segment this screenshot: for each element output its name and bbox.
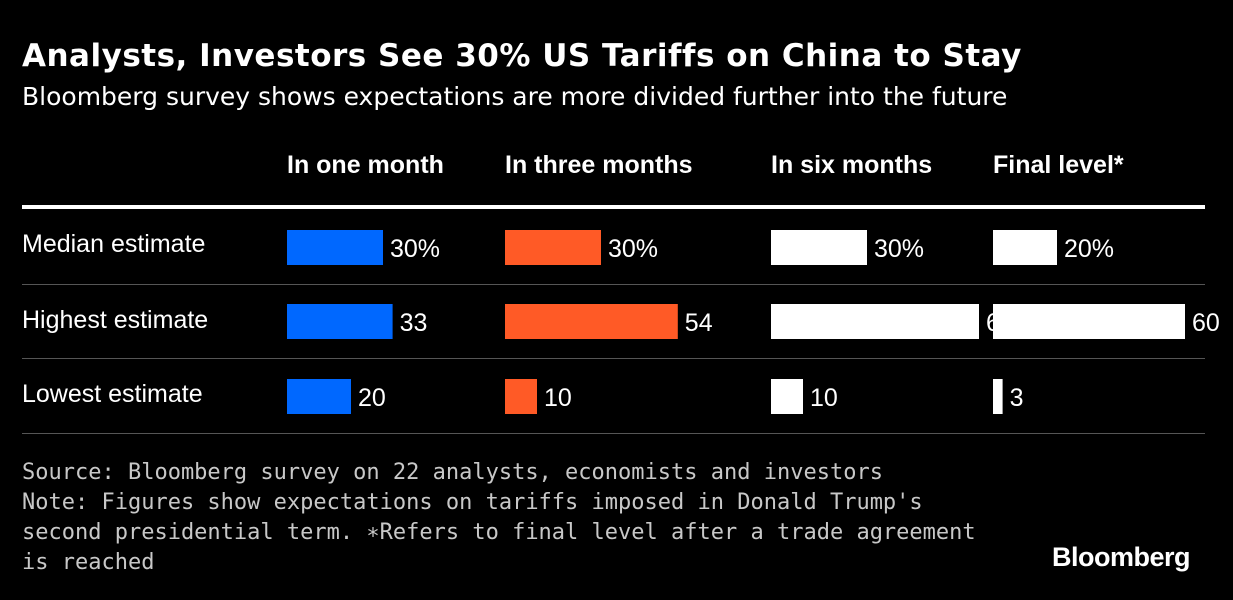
value-label-in-one-month-highest-estimate: 33 [400,309,428,337]
value-label-in-six-months-lowest-estimate: 10 [810,384,838,412]
note-line-2: second presidential term. ∗Refers to fin… [22,520,976,545]
column-header-in-one-month: In one month [287,151,444,179]
bar-in-three-months-highest-estimate [505,304,678,339]
bar-in-one-month-lowest-estimate [287,379,351,414]
column-header-in-six-months: In six months [771,151,932,179]
value-label-in-one-month-lowest-estimate: 20 [358,384,386,412]
value-label-final-level-highest-estimate: 60 [1192,309,1220,337]
bar-in-six-months-median-estimate [771,230,867,265]
footer-notes: Source: Bloomberg survey on 22 analysts,… [22,458,976,578]
bar-in-one-month-median-estimate [287,230,383,265]
bloomberg-logo: Bloomberg [1052,542,1191,572]
value-label-in-one-month-median-estimate: 30% [390,235,440,263]
row-separator-1 [22,284,1205,285]
source-note: Source: Bloomberg survey on 22 analysts,… [22,460,883,485]
value-label-final-level-lowest-estimate: 3 [1010,384,1024,412]
row-label-highest-estimate: Highest estimate [22,306,208,334]
header-rule [22,205,1205,209]
value-label-in-three-months-lowest-estimate: 10 [544,384,572,412]
value-label-in-three-months-highest-estimate: 54 [685,309,713,337]
bar-in-six-months-lowest-estimate [771,379,803,414]
bar-chart-table: In one month In three months In six months… [22,151,1220,434]
bar-in-three-months-lowest-estimate [505,379,537,414]
bar-in-one-month-highest-estimate [287,304,393,339]
value-label-final-level-median-estimate: 20% [1064,235,1114,263]
column-header-in-three-months: In three months [505,151,693,179]
bar-in-six-months-highest-estimate [771,304,979,339]
column-header-final-level: Final level* [993,151,1124,179]
row-separator-2 [22,358,1205,359]
value-label-in-six-months-median-estimate: 30% [874,235,924,263]
row-label-lowest-estimate: Lowest estimate [22,380,203,408]
bar-final-level-lowest-estimate [993,379,1003,414]
value-label-in-three-months-median-estimate: 30% [608,235,658,263]
row-separator-3 [22,433,1205,434]
bar-final-level-median-estimate [993,230,1057,265]
note-line-1: Note: Figures show expectations on tarif… [22,490,923,515]
row-label-median-estimate: Median estimate [22,230,205,258]
chart-title: Analysts, Investors See 30% US Tariffs o… [22,38,1022,74]
note-line-3: is reached [22,550,155,575]
bar-in-three-months-median-estimate [505,230,601,265]
bar-final-level-highest-estimate [993,304,1185,339]
chart-subtitle: Bloomberg survey shows expectations are … [22,82,1008,111]
